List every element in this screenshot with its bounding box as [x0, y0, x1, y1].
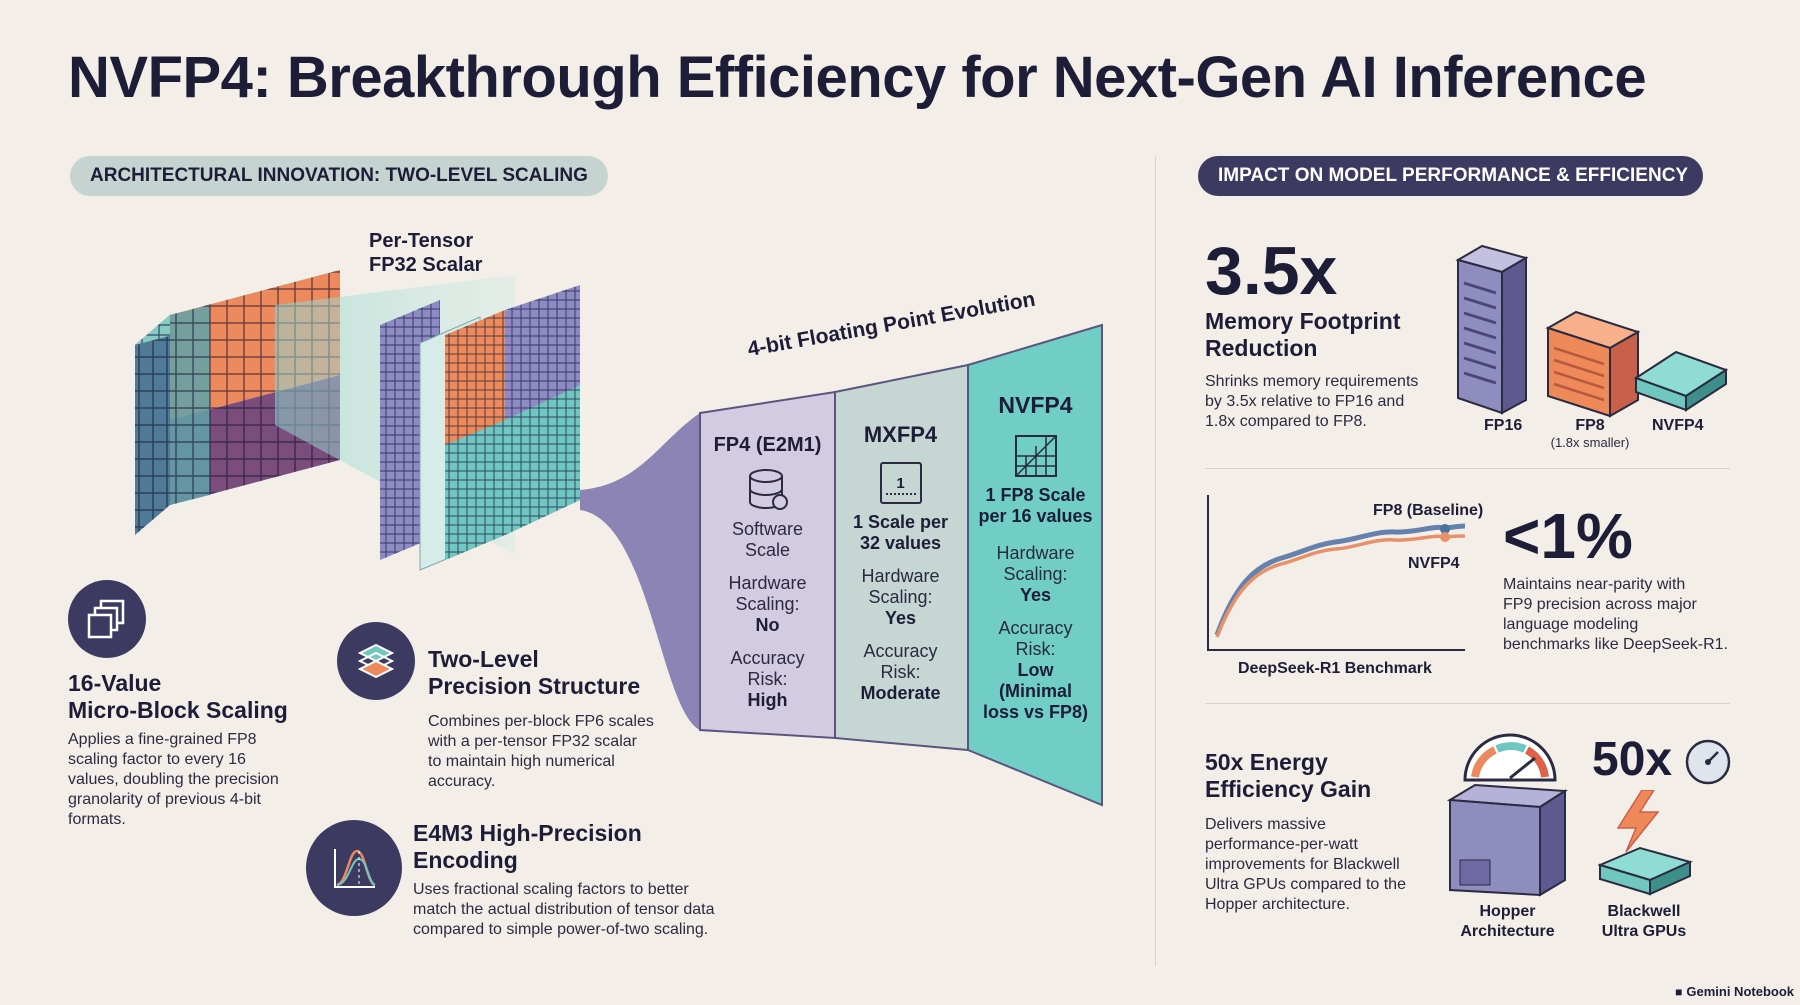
format-column-nvfp4: NVFP4 1 FP8 Scale per 16 values Hardware…: [968, 392, 1103, 723]
footer-brand: ■ Gemini Notebook: [1675, 984, 1794, 999]
format-column-mxfp4: MXFP4 1 1 Scale per 32 values Hardware S…: [833, 422, 968, 704]
grid-scale-icon: [1014, 435, 1057, 477]
speedometer-icon: [1685, 739, 1731, 785]
blackwell-label: Blackwell Ultra GPUs: [1601, 903, 1687, 940]
risk-value: Moderate: [860, 683, 941, 703]
energy-section: 50x Energy Efficiency Gain Delivers mass…: [1205, 749, 1406, 913]
format-name: FP4 (E2M1): [713, 434, 822, 456]
energy-big-number: 50x: [1592, 733, 1673, 786]
tensor-label: Per-Tensor FP32 Scalar: [369, 230, 483, 276]
format-name: MXFP4: [863, 422, 938, 447]
feature-two-level: Two-Level Precision Structure Combines p…: [428, 646, 654, 790]
hw-value: Yes: [1019, 585, 1052, 605]
page-title: NVFP4: Breakthrough Efficiency for Next-…: [68, 45, 1647, 110]
memory-section: 3.5x Memory Footprint Reduction Shrinks …: [1205, 233, 1419, 430]
label-fp16: FP16: [1484, 417, 1523, 434]
hopper-server-illustration: [1446, 733, 1569, 897]
distribution-curve-icon: [306, 820, 402, 916]
hopper-label: Hopper Architecture: [1460, 903, 1555, 940]
database-scale-icon: [748, 469, 788, 510]
lightning-icon: [1616, 790, 1660, 853]
section-divider: [1205, 468, 1730, 469]
feature-micro-block: 16-Value Micro-Block Scaling Applies a f…: [68, 670, 288, 828]
tensor-cube-illustration: [135, 270, 580, 571]
memory-big-number: 3.5x: [1205, 233, 1338, 309]
legend-fp8-baseline: FP8 (Baseline): [1373, 502, 1484, 519]
stacked-squares-icon: [68, 580, 146, 658]
label-nvfp4: NVFP4: [1652, 417, 1704, 434]
blackwell-gpu-illustration: [1598, 790, 1693, 896]
benchmark-line-chart: [1207, 495, 1466, 651]
chart-caption: DeepSeek-R1 Benchmark: [1238, 660, 1432, 677]
accuracy-big-number: <1%: [1503, 500, 1633, 572]
risk-value: Low: [1017, 660, 1054, 680]
accuracy-description: Maintains near-parity with FP9 precision…: [1503, 576, 1728, 653]
vertical-divider: [1155, 156, 1156, 966]
legend-nvfp4: NVFP4: [1408, 555, 1460, 572]
hw-value: No: [755, 615, 780, 635]
section-pill-impact: IMPACT ON MODEL PERFORMANCE & EFFICIENCY: [1198, 156, 1703, 196]
memory-stack-illustration: [1455, 244, 1729, 418]
label-fp8: FP8 (1.8x smaller): [1550, 417, 1630, 450]
hw-value: Yes: [884, 608, 917, 628]
feature-e4m3: E4M3 High-Precision Encoding Uses fracti…: [413, 820, 715, 938]
risk-value: High: [747, 690, 788, 710]
format-name: NVFP4: [998, 392, 1073, 418]
section-pill-architecture: ARCHITECTURAL INNOVATION: TWO-LEVEL SCAL…: [70, 156, 608, 196]
scale-block-icon: 1: [879, 462, 922, 504]
format-column-fp4: FP4 (E2M1) Software Scale Hardware Scali…: [700, 434, 835, 711]
gemini-logo-icon: ■: [1675, 984, 1683, 999]
layers-icon: [337, 622, 415, 700]
format-evolution-funnel: [580, 323, 1103, 807]
section-divider: [1205, 703, 1730, 704]
